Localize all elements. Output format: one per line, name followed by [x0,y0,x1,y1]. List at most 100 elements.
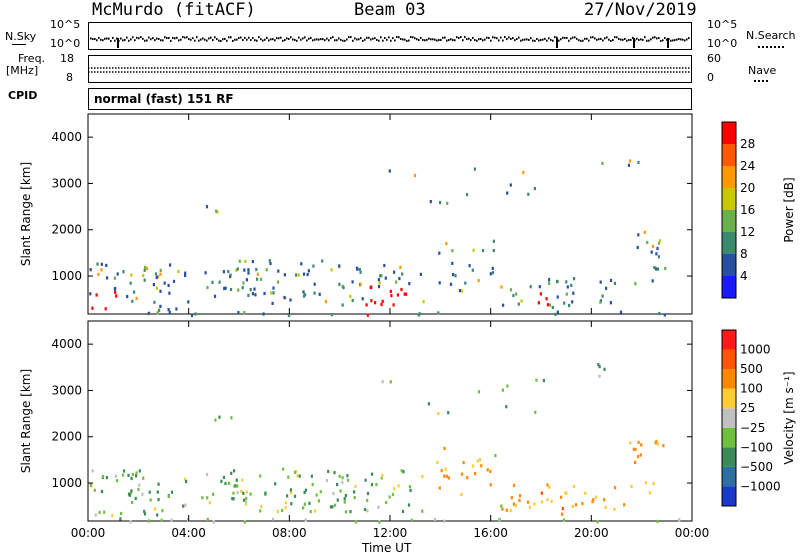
colorbar-tick-label: 8 [740,247,748,261]
nsky-point [628,38,630,41]
nsky-point [674,39,676,42]
nsky-point [632,36,634,39]
range-cell [247,268,250,272]
velocity-panel: 1000 2000 3000 4000 Slant Range [km] 1000 500 1… [19,320,796,524]
nsky-point [420,36,422,39]
range-cell [313,282,316,286]
range-cell [548,303,552,307]
nsky-point [326,37,328,40]
nsky-point [448,39,450,42]
nsky-point [400,38,402,41]
nsky-point [222,38,224,41]
range-cell [452,273,455,277]
range-cell [659,239,662,243]
range-cell [497,517,501,521]
nsky-point [664,37,666,40]
nsky-point [348,36,350,39]
range-cell [353,496,356,500]
range-cell [341,480,344,484]
nsky-point [294,38,296,41]
nsky-point [522,38,524,41]
x-tick-label: 08:00 [272,526,307,540]
nsky-point [380,36,382,39]
range-cell [522,170,525,175]
range-cell [591,500,594,504]
range-cell [468,264,471,268]
nsky-point [474,39,476,42]
range-cell [145,266,149,271]
range-cell [228,481,231,485]
range-cell [100,489,104,494]
nsky-point [382,39,384,42]
range-cell [400,469,403,473]
nsky-point [470,39,472,42]
colorbar-swatch [722,144,736,166]
nsky-point [488,36,490,39]
range-cell [401,272,404,276]
range-cell [556,310,559,314]
range-cell [359,282,362,286]
range-cell [380,274,383,278]
nsky-point [612,39,614,42]
colorbar-swatch [722,369,736,389]
range-cell [363,507,367,512]
range-cell [466,476,469,480]
nsky-point [346,38,348,41]
nsky-point [250,39,252,42]
nsky-point [140,36,142,39]
nsky-point [272,38,274,41]
nsky-point [176,36,178,39]
range-cell [609,301,612,305]
range-cell [229,287,233,292]
range-cell [170,490,174,494]
nsky-point [526,38,528,41]
range-cell [122,270,125,274]
nsky-point [300,38,302,41]
nsky-point [164,36,166,39]
range-cell [245,490,248,494]
range-cell [91,306,94,310]
range-cell [277,269,280,273]
range-cell [113,276,116,280]
nsky-point [542,38,544,41]
freq-tick-high: 18 [60,52,74,65]
nsky-point [282,39,284,42]
nsky-point [278,37,280,40]
nsky-point [258,36,260,39]
nsky-point [178,39,180,42]
station-title: McMurdo (fitACF) [92,0,256,20]
range-cell [243,520,246,524]
range-cell [571,300,574,304]
range-cell [464,281,467,285]
range-cell [365,303,368,307]
range-cell [542,379,545,383]
range-cell [130,476,133,481]
range-cell [655,252,658,256]
nsky-point [602,39,604,42]
range-cell [330,313,333,317]
nsky-point [536,37,538,40]
range-cell [427,402,430,406]
range-cell [284,506,287,510]
nsky-point [576,37,578,40]
colorbar-swatch [722,349,736,370]
range-cell [103,510,106,514]
nsky-point [466,38,468,41]
nsearch-dot-legend [758,46,784,48]
range-cell [116,272,119,276]
range-cell [161,509,164,513]
colorbar-swatch [722,447,736,467]
colorbar-tick-label: 24 [740,159,755,173]
range-cell [168,291,171,295]
range-cell [159,272,162,276]
nsky-point [434,38,436,41]
range-cell [613,281,617,285]
range-cell [419,272,422,276]
nsky-point [284,39,286,42]
nsky-point [332,36,334,39]
range-cell [501,507,504,511]
colorbar-tick-label: −100 [740,440,773,454]
range-cell [155,286,158,290]
range-cell [93,488,96,492]
range-cell [405,292,408,296]
